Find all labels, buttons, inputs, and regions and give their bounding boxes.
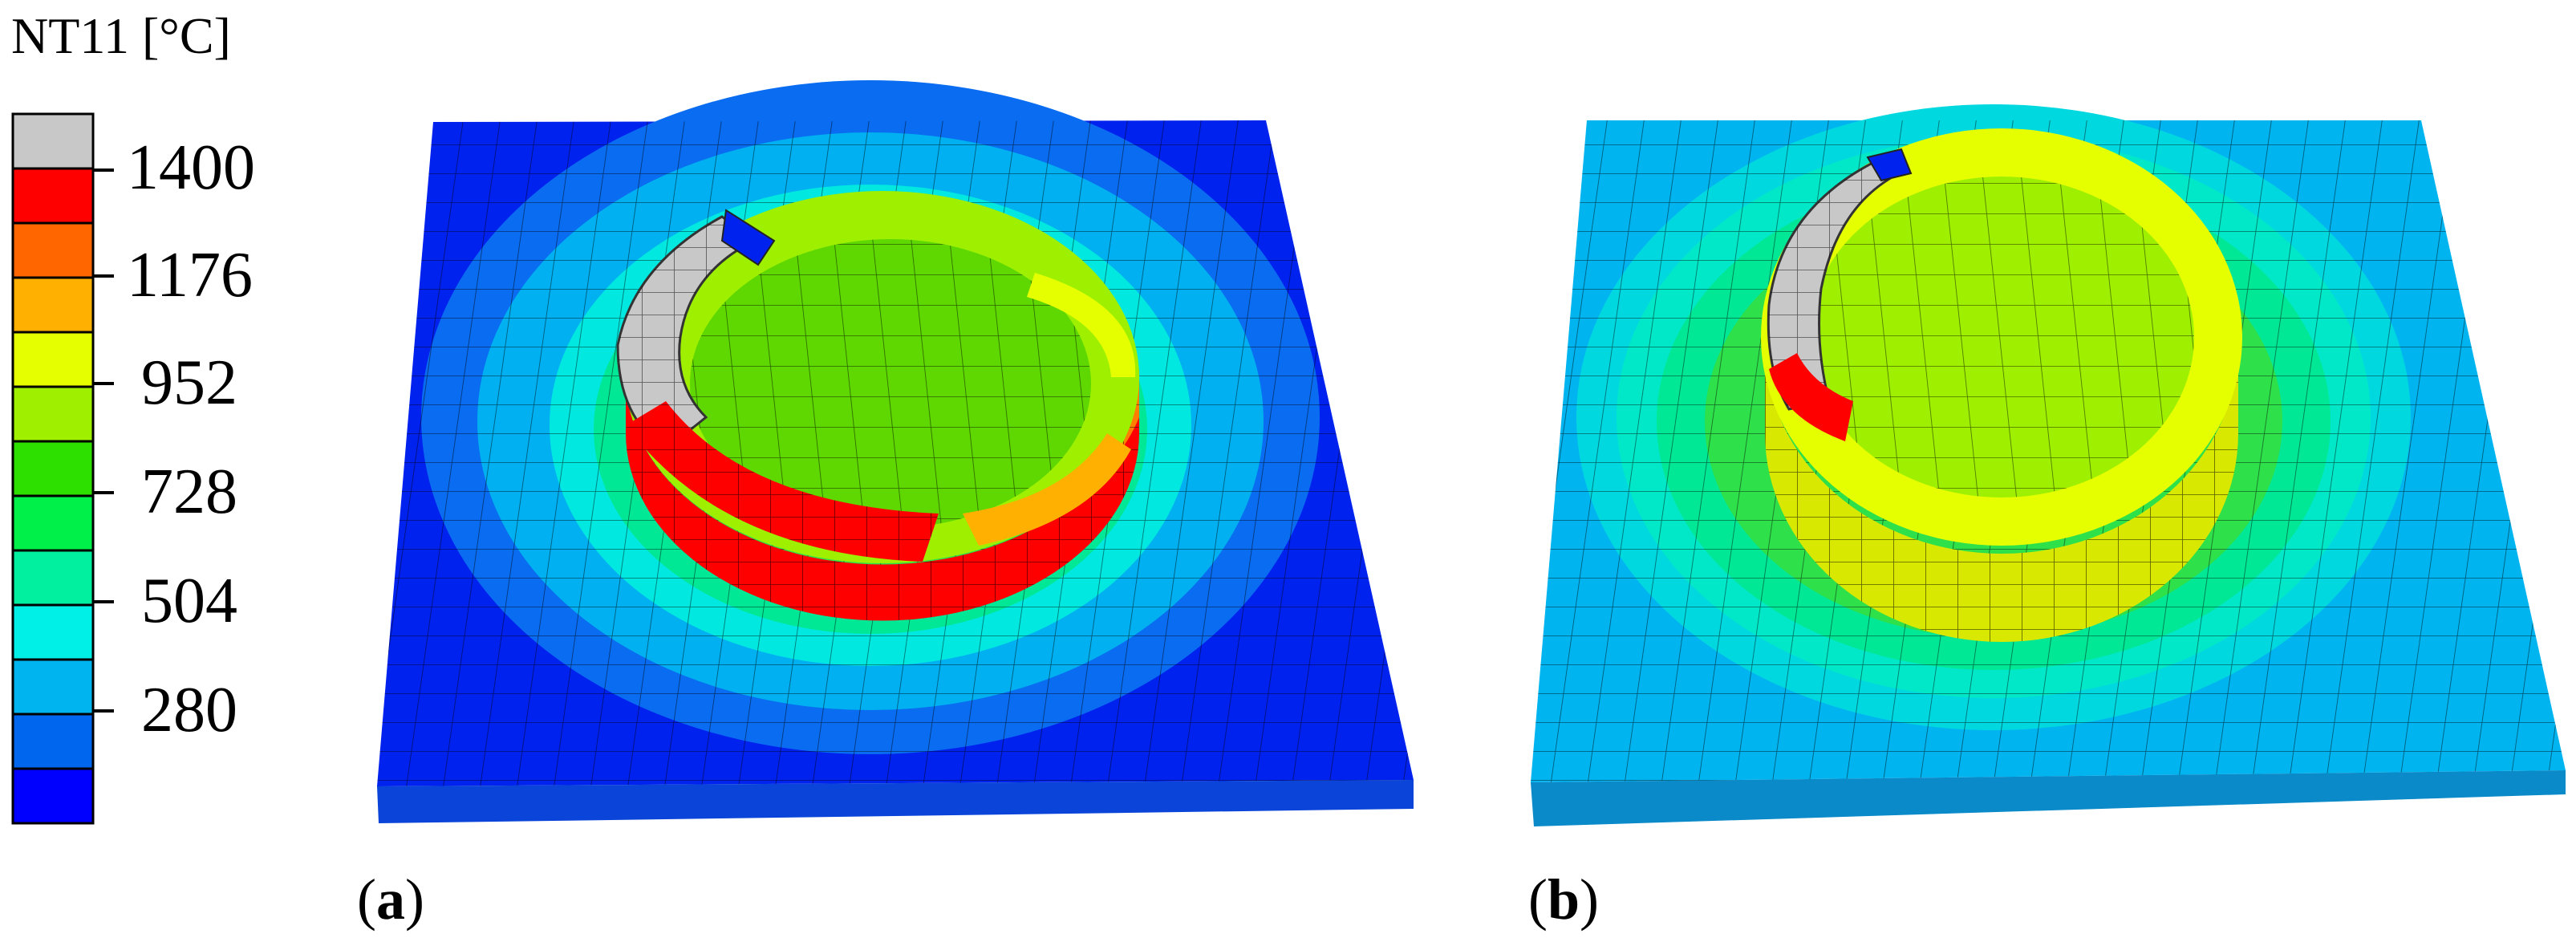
- legend-swatch: [11, 494, 95, 552]
- legend-swatch: [11, 713, 95, 770]
- legend-tick-504: [93, 600, 114, 603]
- caption-b: (b): [1528, 867, 1600, 932]
- caption-b-label: b: [1547, 867, 1580, 932]
- legend-swatch: [11, 221, 95, 279]
- panel-b-plate: [1531, 104, 2566, 826]
- legend-label-504: 504: [141, 566, 237, 636]
- legend-swatch: [11, 549, 95, 607]
- legend-label-728: 728: [141, 457, 237, 527]
- legend-swatch: [11, 112, 95, 170]
- legend-tick-1176: [93, 274, 114, 278]
- legend-tick-952: [93, 382, 114, 385]
- legend-tick-728: [93, 491, 114, 494]
- panel-a-plate: [377, 80, 1414, 823]
- legend-swatch: [11, 167, 95, 225]
- legend-label-952: 952: [141, 347, 237, 418]
- legend-label-280: 280: [141, 675, 237, 745]
- caption-a-label: a: [375, 867, 405, 932]
- color-legend: [11, 112, 95, 825]
- legend-tick-1400: [93, 169, 114, 172]
- legend-swatch: [11, 767, 95, 825]
- legend-tick-280: [93, 709, 114, 713]
- legend-label-1176: 1176: [127, 240, 254, 311]
- legend-swatch: [11, 440, 95, 497]
- legend-title: NT11 [°C]: [11, 7, 231, 64]
- legend-swatch: [11, 603, 95, 661]
- caption-a: (a): [357, 867, 424, 932]
- legend-label-1400: 1400: [127, 132, 255, 203]
